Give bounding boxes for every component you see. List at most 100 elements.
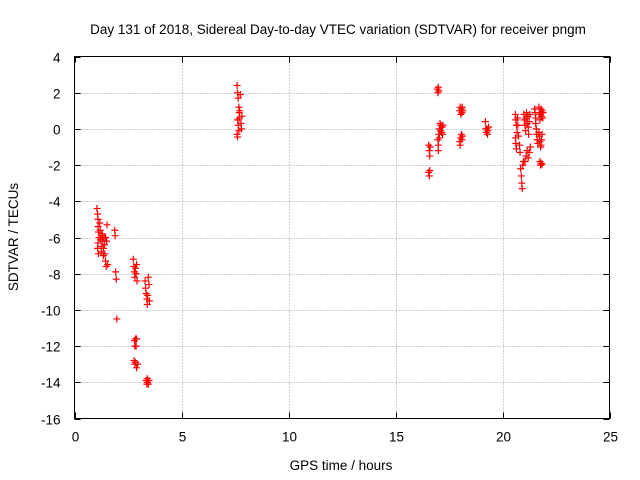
data-points [93, 81, 547, 388]
y-tick-label: 2 [53, 87, 61, 102]
data-point [144, 291, 152, 299]
data-point [102, 262, 110, 270]
data-point [425, 141, 433, 149]
data-point [133, 335, 141, 343]
x-tick-labels: 0 5 10 15 20 25 [72, 430, 618, 445]
data-point [435, 87, 443, 95]
data-point [103, 237, 111, 245]
data-point [112, 268, 120, 276]
x-tick-label: 5 [179, 430, 187, 445]
data-point [111, 232, 119, 240]
data-point [133, 364, 141, 372]
data-point [238, 112, 246, 120]
data-point [458, 103, 466, 111]
data-point [481, 118, 489, 126]
grid-lines [74, 56, 610, 419]
data-point [129, 255, 137, 263]
x-tick-label: 10 [282, 430, 297, 445]
x-axis-label: GPS time / hours [290, 458, 393, 473]
data-point [425, 168, 433, 176]
y-tick-label: -2 [48, 159, 60, 174]
data-point [459, 107, 467, 115]
plot-frame [74, 56, 610, 419]
y-tick-label: -10 [41, 304, 61, 319]
data-point [435, 134, 443, 142]
data-point [131, 264, 139, 272]
axis-ticks [74, 56, 611, 420]
data-point [130, 357, 138, 365]
data-point [134, 360, 142, 368]
data-point [236, 91, 244, 99]
data-point [236, 107, 244, 115]
data-point [141, 277, 149, 285]
data-point [144, 273, 152, 281]
data-point [133, 277, 141, 285]
data-point [439, 130, 447, 138]
data-point [234, 116, 242, 124]
data-point [456, 141, 464, 149]
data-point [142, 284, 150, 292]
data-point [514, 121, 522, 129]
data-point [234, 94, 242, 102]
data-point [94, 215, 102, 223]
data-point [97, 248, 105, 256]
y-tick-label: -12 [41, 340, 61, 355]
data-point [100, 241, 108, 249]
y-tick-label: -4 [48, 195, 60, 210]
data-point [112, 275, 120, 283]
data-point [132, 342, 140, 350]
data-point [98, 232, 106, 240]
data-point [144, 378, 152, 386]
data-point [145, 376, 153, 384]
data-point [144, 380, 152, 388]
chart-title: Day 131 of 2018, Sidereal Day-to-day VTE… [90, 22, 586, 37]
data-point [526, 143, 534, 151]
x-tick-label: 15 [389, 430, 404, 445]
data-point [513, 129, 521, 137]
data-point [518, 185, 526, 193]
data-point [145, 297, 153, 305]
data-point [426, 152, 434, 160]
data-point [525, 130, 533, 138]
x-tick-label: 0 [72, 430, 80, 445]
y-tick-label: -6 [48, 232, 60, 247]
data-point [537, 159, 545, 167]
y-axis-label: SDTVAR / TECUs [6, 183, 21, 292]
data-point [94, 228, 102, 236]
data-point [524, 123, 532, 131]
x-tick-label: 25 [603, 430, 618, 445]
data-point [426, 143, 434, 151]
data-point [515, 132, 523, 140]
data-point [101, 250, 109, 258]
data-point [517, 165, 525, 173]
data-point [524, 154, 532, 162]
data-point [519, 161, 527, 169]
data-point [513, 114, 521, 122]
data-point [525, 148, 533, 156]
data-point [102, 257, 110, 265]
data-point [132, 270, 140, 278]
data-point [234, 133, 242, 141]
data-point [512, 139, 520, 147]
data-point [516, 141, 524, 149]
data-point [537, 136, 545, 144]
data-point [516, 148, 524, 156]
data-point [458, 132, 466, 140]
data-point [103, 221, 111, 229]
data-point [113, 315, 121, 323]
data-point [96, 226, 104, 234]
data-point [426, 167, 434, 175]
data-point [532, 119, 540, 127]
data-point [93, 205, 101, 213]
data-point [142, 290, 150, 298]
data-point [484, 127, 492, 135]
data-point [96, 219, 104, 227]
data-point [233, 81, 241, 89]
data-point [525, 118, 533, 126]
data-point [433, 85, 441, 93]
data-point [133, 261, 141, 269]
x-tick-label: 20 [496, 430, 511, 445]
data-point [131, 273, 139, 281]
data-point [538, 160, 546, 168]
